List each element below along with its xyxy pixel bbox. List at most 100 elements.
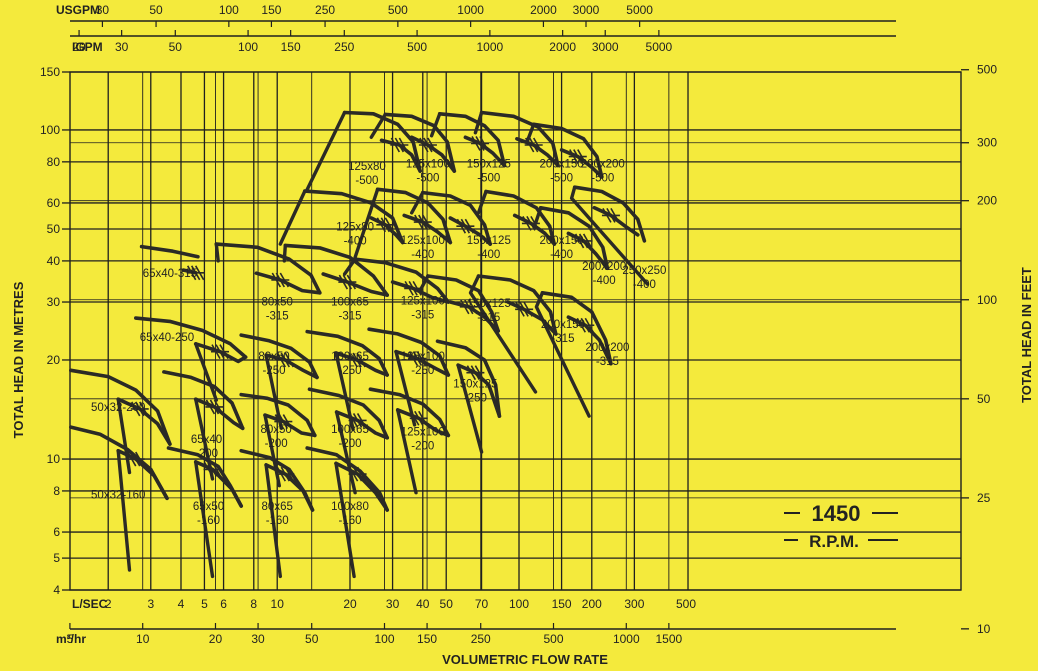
lsec-tick-label: 4 xyxy=(178,597,185,611)
head-metre-tick-label: 150 xyxy=(40,65,60,79)
operating-limit-line xyxy=(216,244,218,261)
usgpm-tick-label: 2000 xyxy=(530,3,557,17)
family-label-text: 150x125 xyxy=(467,298,511,310)
m3hr-tick-label: 150 xyxy=(417,632,437,646)
family-label-text: 200x150 xyxy=(540,235,584,247)
igpm-tick-label: 30 xyxy=(115,40,129,54)
igpm-tick-label: 100 xyxy=(238,40,258,54)
head-metre-tick-label: 8 xyxy=(53,484,60,498)
y-axis-title-right: TOTAL HEAD IN FEET xyxy=(1019,267,1034,403)
family-label-text: 65x40-315 xyxy=(143,268,197,280)
igpm-tick-label: 3000 xyxy=(592,40,619,54)
head-feet-tick-label: 10 xyxy=(977,622,991,636)
m3hr-scale-name: m³/hr xyxy=(56,632,86,646)
head-feet-tick-label: 300 xyxy=(977,136,997,150)
usgpm-tick-label: 5000 xyxy=(626,3,653,17)
lsec-tick-label: 3 xyxy=(147,597,154,611)
x-axis-title: VOLUMETRIC FLOW RATE xyxy=(442,652,608,667)
family-label-text: -315 xyxy=(338,310,361,322)
usgpm-tick-label: 1000 xyxy=(457,3,484,17)
operating-limit-line xyxy=(284,245,285,261)
family-label-text: 100x80 xyxy=(331,501,369,513)
family-label-text: 100x65 xyxy=(331,296,369,308)
head-feet-tick-label: 200 xyxy=(977,194,997,208)
family-label-text: 200x150 xyxy=(541,319,585,331)
family-label-text: 80x50 xyxy=(258,351,289,363)
family-label-text: 125x100 xyxy=(401,426,445,438)
igpm-scale-name: IGPM xyxy=(72,40,103,54)
head-metre-tick-label: 4 xyxy=(53,583,60,597)
igpm-tick-label: 5000 xyxy=(646,40,673,54)
igpm-tick-label: 250 xyxy=(334,40,354,54)
family-label-text: 80x50 xyxy=(262,296,293,308)
family-label-text: -200 xyxy=(411,440,434,452)
head-metre-tick-label: 10 xyxy=(47,452,61,466)
family-label-text: -200 xyxy=(338,438,361,450)
family-label-text: -250 xyxy=(464,392,487,404)
usgpm-tick-label: 150 xyxy=(261,3,281,17)
m3hr-tick-label: 30 xyxy=(251,632,265,646)
lsec-tick-label: 50 xyxy=(440,597,454,611)
family-label-text: 50x32-160 xyxy=(91,489,145,501)
m3hr-tick-label: 20 xyxy=(209,632,223,646)
family-label-text: -400 xyxy=(344,235,367,247)
family-label-text: -315 xyxy=(411,309,434,321)
usgpm-tick-label: 250 xyxy=(315,3,335,17)
igpm-tick-label: 500 xyxy=(407,40,427,54)
usgpm-tick-label: 3000 xyxy=(573,3,600,17)
igpm-tick-label: 150 xyxy=(281,40,301,54)
head-metre-tick-label: 30 xyxy=(47,295,61,309)
lsec-tick-label: 70 xyxy=(475,597,489,611)
lsec-scale-name: L/SEC xyxy=(72,597,108,611)
family-label-text: -500 xyxy=(477,172,500,184)
lsec-tick-label: 500 xyxy=(676,597,696,611)
family-label-text: -500 xyxy=(355,175,378,187)
family-label-text: -200 xyxy=(195,448,218,460)
family-label-text: 125x100 xyxy=(406,158,450,170)
family-label-text: 100x65 xyxy=(331,424,369,436)
family-label-text: -400 xyxy=(477,249,500,261)
family-label-text: 150x125 xyxy=(467,158,511,170)
family-label-text: -160 xyxy=(266,515,289,527)
family-label-text: 200x200 xyxy=(585,342,629,354)
head-feet-tick-label: 100 xyxy=(977,293,997,307)
family-label-text: -250 xyxy=(411,365,434,377)
family-label-text: -200 xyxy=(265,438,288,450)
family-label-text: 150x125 xyxy=(453,378,497,390)
family-label-text: 125x100 xyxy=(401,351,445,363)
family-label-text: -315 xyxy=(477,312,500,324)
lsec-tick-label: 40 xyxy=(416,597,430,611)
family-label-text: -315 xyxy=(596,356,619,368)
family-label-text: -250 xyxy=(262,365,285,377)
family-label-text: 150x125 xyxy=(467,235,511,247)
family-label-text: -500 xyxy=(416,172,439,184)
head-metre-tick-label: 80 xyxy=(47,155,61,169)
family-label-text: 65x40 xyxy=(191,434,222,446)
head-metre-tick-label: 20 xyxy=(47,353,61,367)
igpm-tick-label: 50 xyxy=(169,40,183,54)
family-label-text: -315 xyxy=(266,310,289,322)
speed-unit: R.P.M. xyxy=(809,532,859,551)
family-label-text: -315 xyxy=(551,333,574,345)
family-label-text: 200x200 xyxy=(581,158,625,170)
lsec-tick-label: 5 xyxy=(201,597,208,611)
family-label-text: -400 xyxy=(550,249,573,261)
family-label-text: 65x40-250 xyxy=(140,332,194,344)
lsec-tick-label: 100 xyxy=(509,597,529,611)
m3hr-tick-label: 10 xyxy=(136,632,150,646)
usgpm-tick-label: 500 xyxy=(388,3,408,17)
family-label-text: -160 xyxy=(197,515,220,527)
head-metre-tick-label: 5 xyxy=(53,551,60,565)
head-metre-tick-label: 50 xyxy=(47,222,61,236)
family-label-text: -400 xyxy=(411,249,434,261)
m3hr-tick-label: 100 xyxy=(374,632,394,646)
family-label-text: -500 xyxy=(550,172,573,184)
m3hr-tick-label: 250 xyxy=(471,632,491,646)
family-label-text: 125x80 xyxy=(348,161,386,173)
head-metre-tick-label: 60 xyxy=(47,196,61,210)
family-label-text: 125x100 xyxy=(401,295,445,307)
family-label-text: 250x250 xyxy=(622,265,666,277)
usgpm-tick-label: 100 xyxy=(219,3,239,17)
lsec-tick-label: 6 xyxy=(220,597,227,611)
